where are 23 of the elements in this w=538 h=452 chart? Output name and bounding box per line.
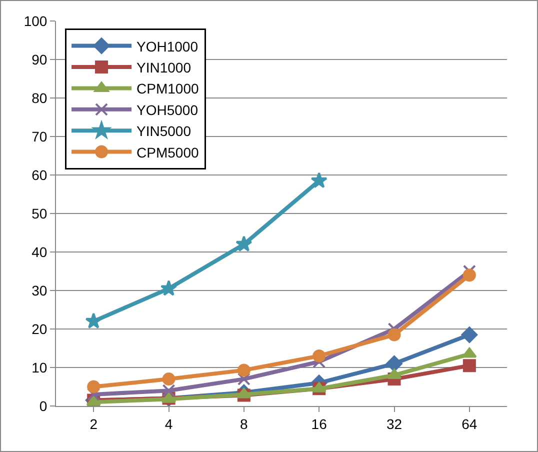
- y-tick-label: 60: [32, 166, 48, 183]
- legend-label: YOH1000: [136, 38, 198, 54]
- y-tick-label: 70: [32, 128, 48, 144]
- y-tick-label: 0: [39, 398, 48, 414]
- legend-label: YOH5000: [136, 102, 198, 118]
- y-tick-label: 90: [32, 51, 48, 68]
- legend-label: YIN1000: [136, 59, 192, 76]
- x-tick-label: 8: [240, 416, 248, 432]
- y-tick-label: 30: [32, 282, 48, 298]
- y-tick-label: 20: [32, 320, 48, 337]
- x-tick-label: 64: [462, 416, 478, 432]
- x-tick-label: 4: [164, 416, 173, 432]
- y-tick-label: 10: [32, 359, 48, 376]
- x-tick-label: 2: [90, 416, 98, 432]
- x-tick-label: 32: [386, 416, 402, 432]
- x-tick-label: 16: [311, 416, 328, 432]
- y-tick-label: 40: [32, 244, 48, 260]
- y-tick-label: 50: [32, 205, 48, 222]
- y-tick-label: 100: [24, 12, 48, 29]
- legend-label: YIN5000: [136, 123, 192, 140]
- legend-label: CPM1000: [136, 80, 199, 97]
- legend-label: CPM5000: [136, 144, 199, 160]
- y-tick-label: 80: [32, 90, 48, 106]
